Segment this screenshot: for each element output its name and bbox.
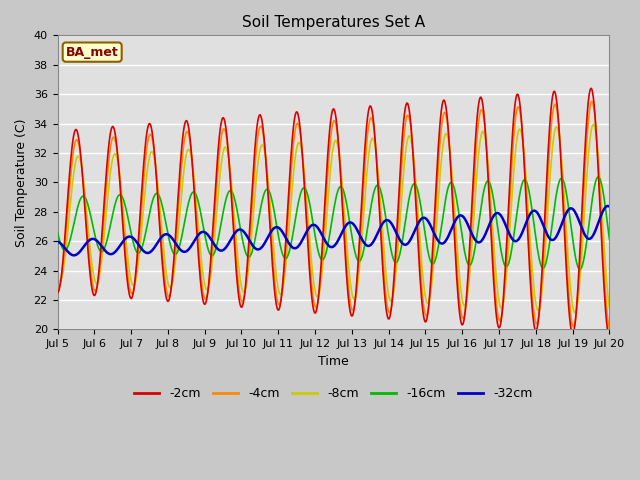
Legend: -2cm, -4cm, -8cm, -16cm, -32cm: -2cm, -4cm, -8cm, -16cm, -32cm bbox=[129, 383, 538, 406]
X-axis label: Time: Time bbox=[318, 355, 349, 368]
Title: Soil Temperatures Set A: Soil Temperatures Set A bbox=[242, 15, 425, 30]
Y-axis label: Soil Temperature (C): Soil Temperature (C) bbox=[15, 118, 28, 247]
Text: BA_met: BA_met bbox=[66, 46, 118, 59]
